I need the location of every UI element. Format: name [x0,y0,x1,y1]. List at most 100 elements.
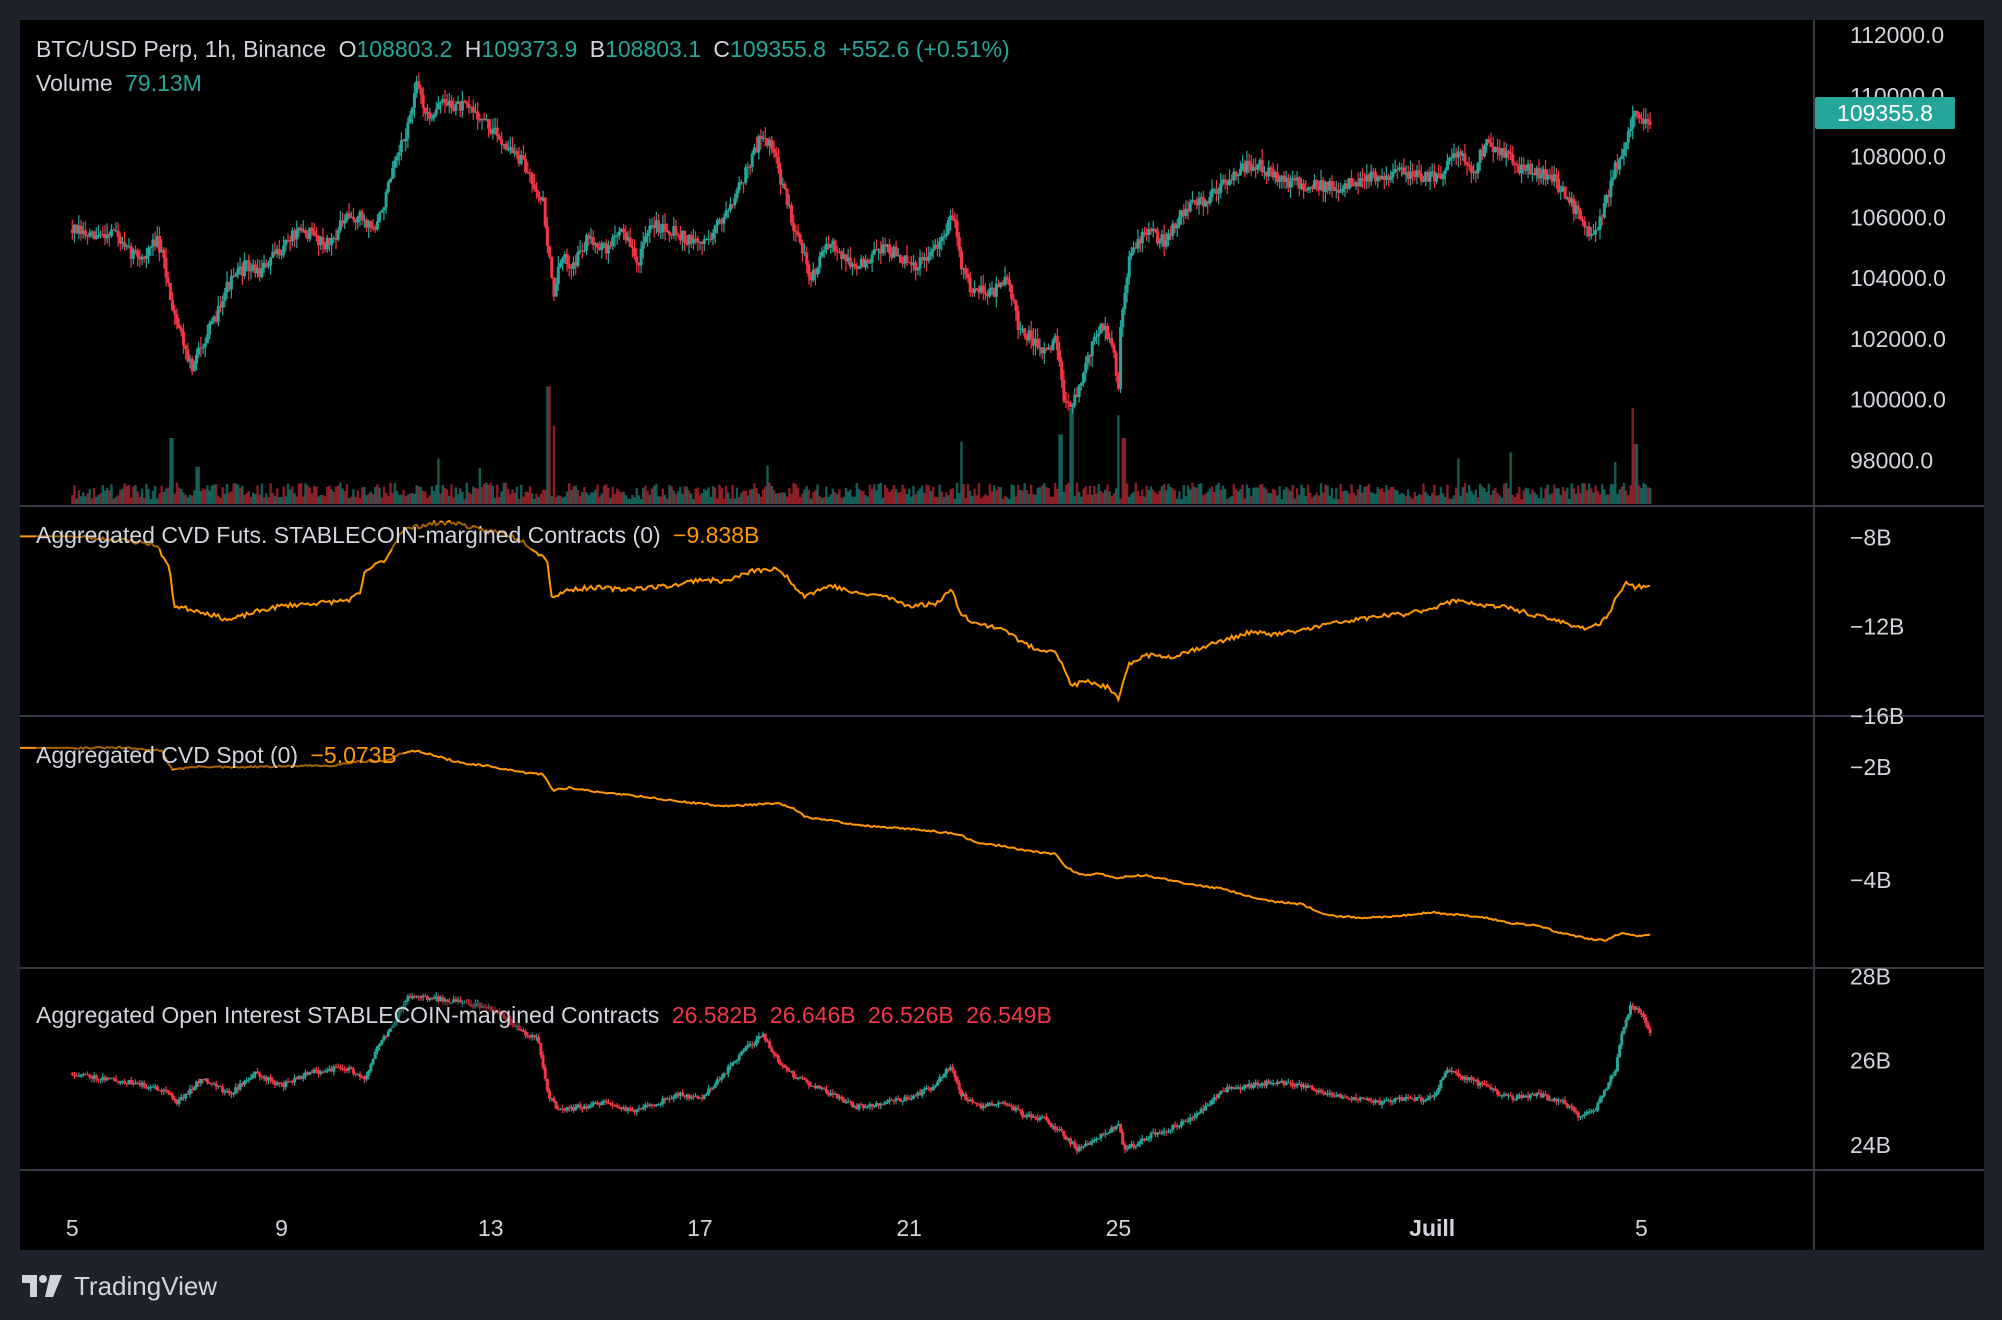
volume-bar [1348,493,1351,504]
price-tick-label: 104000.0 [1850,265,1946,291]
volume-bar [1515,493,1519,504]
oi-candle [955,1077,959,1084]
oi-candle [1190,1117,1194,1119]
price-candle [410,107,414,116]
volume-bar [626,498,630,504]
price-candle [1217,192,1221,194]
price-candle [1352,185,1356,187]
volume-bar [352,489,355,504]
oi-candle [702,1095,706,1099]
volume-bar [1511,495,1515,504]
price-candle [805,252,809,265]
oi-candle [1463,1077,1467,1080]
volume-bar [844,487,848,504]
price-candle [850,263,854,267]
time-axis-tick-label: 13 [478,1215,504,1241]
volume-bar [73,485,76,504]
volume-label[interactable]: Volume [36,70,113,96]
oi-candle [1234,1088,1238,1090]
price-candle [325,237,329,250]
price-candle [1504,151,1508,158]
oi-candle [803,1078,807,1080]
volume-bar [251,492,255,504]
price-candle [694,238,698,240]
chart-frame[interactable]: 112000.0 110000.0 108000.0 106000.0 104000.0… [20,20,1984,1250]
oi-candle [86,1074,90,1076]
oi-candle [1635,1008,1639,1010]
price-candle [1393,168,1397,173]
oi-candle [587,1106,591,1109]
volume-bar [513,492,516,504]
price-candle [905,255,909,263]
oi-candle [829,1093,833,1096]
price-candle [558,262,562,267]
volume-bar [1171,488,1175,504]
price-candle [1289,180,1293,188]
oi-candle [1513,1099,1517,1101]
cvd-spot-label[interactable]: Aggregated CVD Spot (0) [36,742,299,768]
volume-bar [404,496,407,504]
price-candle [959,250,963,270]
volume-bar [1032,493,1035,504]
oi-label[interactable]: Aggregated Open Interest STABLECOIN-marg… [36,1002,660,1028]
volume-bar [1154,492,1157,504]
price-candle [373,228,377,230]
price-candle [912,262,916,266]
symbol-title[interactable]: BTC/USD Perp, 1h, Binance [36,36,327,62]
volume-bar [1101,492,1105,504]
price-candle [1055,335,1059,351]
volume-bar [1219,489,1222,504]
oi-candle [188,1088,192,1095]
oi-candle [811,1085,815,1087]
volume-bar [600,493,604,504]
low-value: 108803.1 [605,36,702,62]
oi-candle [1437,1088,1441,1093]
volume-bar [84,496,87,504]
oi-candle [1347,1098,1351,1100]
tradingview-footer[interactable]: TradingView [20,1268,217,1304]
price-candle [1391,172,1395,178]
oi-candle [1474,1079,1478,1081]
volume-bar [1064,484,1068,504]
price-candle [142,256,146,259]
volume-bar [369,491,373,504]
chart-canvas[interactable]: 112000.0110000.0108000.0106000.0104000.0… [20,20,1984,1250]
oi-candle [1077,1146,1081,1152]
price-candle [820,252,824,257]
oi-tick-label: 24B [1850,1132,1891,1158]
volume-bar [1535,494,1538,504]
oi-candle [796,1077,800,1079]
oi-candle [426,996,430,1000]
volume-bar [1367,483,1371,504]
price-candle [709,238,713,240]
oi-candle [944,1069,948,1075]
volume-bar [339,482,342,504]
price-candle [1426,172,1430,182]
price-candle [447,100,451,106]
price-candle [1020,328,1024,330]
price-candle [746,166,750,168]
volume-bar [755,488,758,504]
oi-candle [391,1025,395,1029]
oi-high-value: 26.646B [769,1002,856,1028]
volume-bar [1271,488,1275,504]
oi-candle [134,1082,138,1085]
volume-bar [1483,488,1486,504]
price-candle [1363,180,1367,182]
price-candle [833,240,837,252]
price-candle [1605,194,1609,204]
volume-bar [356,490,359,504]
oi-candle [1465,1077,1469,1081]
price-candle [661,223,665,232]
price-candle [1273,172,1277,178]
oi-candle [1528,1094,1532,1098]
price-candle [569,268,573,270]
volume-bar [520,484,523,504]
price-candle [439,102,443,104]
oi-candle [1450,1070,1454,1072]
oi-candle [382,1036,386,1041]
volume-bar [1539,487,1543,504]
cvd-futs-label[interactable]: Aggregated CVD Futs. STABLECOIN-margined… [36,522,661,548]
price-candle [585,235,589,251]
oi-candle [351,1069,355,1074]
